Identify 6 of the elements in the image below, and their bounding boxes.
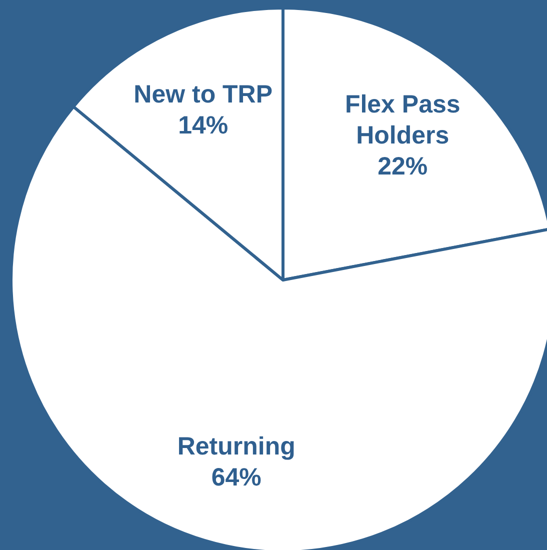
data-label: 64%: [211, 463, 262, 492]
slice-label: Flex Pass Holders: [344, 90, 460, 150]
slice-label: New to TRP: [134, 80, 273, 109]
data-label: 14%: [178, 112, 228, 140]
data-label: 22%: [378, 152, 428, 180]
slice-label: Returning: [177, 432, 296, 460]
